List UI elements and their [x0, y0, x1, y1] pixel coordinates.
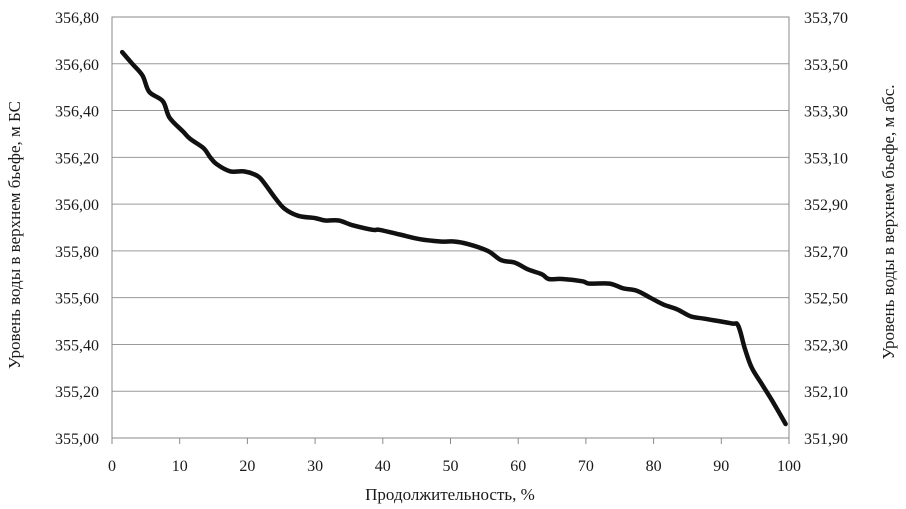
- x-tick-label: 80: [646, 458, 662, 475]
- y2-tick-label: 352,50: [804, 291, 848, 308]
- x-tick-label: 70: [578, 458, 594, 475]
- y-tick-label: 355,40: [55, 337, 99, 354]
- plot-area-frame: [111, 16, 790, 439]
- y-axis-left-title: Уровень воды в верхнем бьефе, м БС: [5, 101, 24, 369]
- y2-tick-label: 351,90: [804, 431, 848, 448]
- horizontal-gridlines: [112, 63, 789, 392]
- x-tick-label: 10: [172, 458, 188, 475]
- y-tick-label: 356,40: [55, 104, 99, 121]
- y-tick-label: 355,00: [55, 431, 99, 448]
- y2-tick-label: 352,30: [804, 337, 848, 354]
- y-tick-label: 356,00: [55, 197, 99, 214]
- y2-tick-label: 352,90: [804, 197, 848, 214]
- series-line: [119, 49, 788, 427]
- y-axis-right-title: Уровень воды в верхнем бьефе, м абс.: [879, 85, 898, 360]
- y2-tick-label: 353,70: [804, 10, 848, 27]
- x-tick-label: 50: [443, 458, 459, 475]
- x-axis-title: Продолжительность, %: [365, 485, 535, 504]
- x-tick-label: 0: [108, 458, 116, 475]
- y-axis-right-ticks: 351,90 352,10 352,30 352,50 352,70 352,90 353,…: [804, 10, 848, 448]
- y-tick-label: 355,80: [55, 244, 99, 261]
- y-tick-label: 356,60: [55, 57, 99, 74]
- y-tick-label: 355,60: [55, 291, 99, 308]
- y-tick-label: 356,80: [55, 10, 99, 27]
- y2-tick-label: 353,50: [804, 57, 848, 74]
- y2-tick-label: 353,30: [804, 104, 848, 121]
- x-tick-label: 30: [307, 458, 323, 475]
- y-tick-label: 356,20: [55, 150, 99, 167]
- x-tick-label: 60: [510, 458, 526, 475]
- x-tick-label: 20: [239, 458, 255, 475]
- y2-tick-label: 353,10: [804, 150, 848, 167]
- x-tick-label: 90: [713, 458, 729, 475]
- x-tick-label: 100: [777, 458, 801, 475]
- y-axis-left-ticks: 355,00 355,20 355,40 355,60 355,80 356,00 356,…: [55, 10, 99, 448]
- y2-tick-label: 352,70: [804, 244, 848, 261]
- x-tick-label: 40: [375, 458, 391, 475]
- x-axis-ticks: 0 10 20 30 40 50 60 70 80 90 100: [108, 438, 801, 475]
- y2-tick-label: 352,10: [804, 384, 848, 401]
- y-tick-label: 355,20: [55, 384, 99, 401]
